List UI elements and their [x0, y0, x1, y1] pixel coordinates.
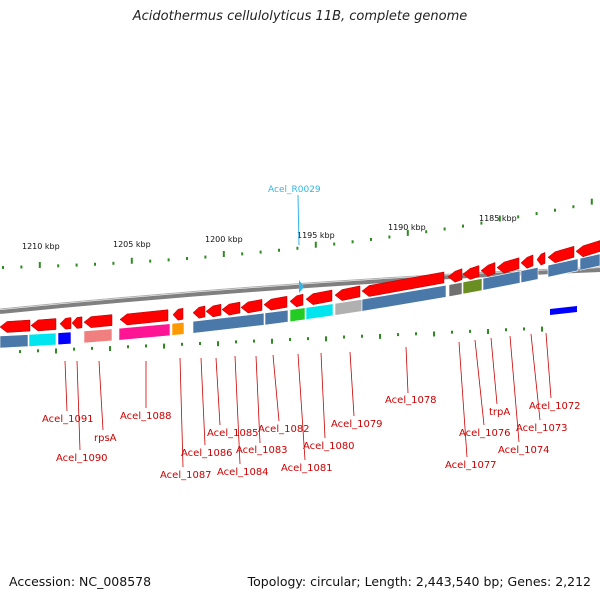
rna-label[interactable]: Acel_R0029 — [268, 185, 321, 195]
gene-label-leader — [458, 341, 468, 458]
gene-label[interactable]: Acel_1074 — [498, 445, 550, 456]
gene-label[interactable]: Acel_1081 — [281, 463, 333, 474]
cog-bar — [550, 306, 577, 315]
gene-label[interactable]: Acel_1076 — [459, 428, 511, 439]
cog-bar — [361, 284, 447, 312]
gene-arrow — [192, 305, 206, 319]
gene-arrow — [119, 309, 169, 326]
gene-label[interactable]: Acel_1086 — [181, 448, 233, 459]
gene-label[interactable]: Acel_1073 — [516, 423, 568, 434]
gene-label-leader — [405, 346, 409, 394]
cog-bar — [0, 334, 29, 349]
gene-label[interactable]: Acel_1082 — [258, 424, 310, 435]
gene-arrow — [30, 318, 57, 332]
topology-summary: Topology: circular; Length: 2,443,540 bp… — [247, 574, 591, 589]
gene-arrow — [83, 314, 113, 328]
gene-arrow — [71, 316, 83, 329]
gene-arrow — [536, 252, 546, 266]
gene-arrow — [361, 271, 445, 297]
cog-bar — [118, 323, 171, 341]
gene-track — [0, 240, 600, 333]
cog-bar — [462, 278, 483, 295]
gene-arrow — [263, 295, 288, 311]
gene-label-leader — [474, 339, 485, 426]
gene-label-leader — [297, 353, 306, 461]
gene-label[interactable]: Acel_1078 — [385, 395, 437, 406]
gene-arrow — [221, 301, 241, 316]
gene-label-leader — [98, 360, 104, 431]
gene-arrow — [575, 240, 600, 258]
gene-arrow — [59, 317, 72, 330]
gene-label-leader — [272, 354, 280, 422]
gene-arrow — [240, 299, 263, 314]
cog-bar — [520, 266, 539, 284]
gene-label-leader — [179, 357, 184, 468]
gene-label[interactable]: Acel_1084 — [217, 467, 269, 478]
gene-label-leader — [545, 332, 552, 399]
scale-label: 1205 kbp — [113, 240, 151, 249]
gene-arrow — [0, 319, 31, 333]
gene-label-leader — [234, 355, 241, 465]
gene-arrow — [205, 303, 222, 318]
cog-bar — [334, 298, 363, 316]
scale-label: 1185 kbp — [479, 214, 517, 223]
gene-label[interactable]: Acel_1088 — [120, 411, 172, 422]
gene-label-leader — [64, 360, 68, 412]
cog-bar — [547, 258, 579, 278]
gene-label[interactable]: Acel_1080 — [303, 441, 355, 452]
cog-bar — [305, 303, 334, 320]
cog-bar — [264, 309, 289, 326]
gene-label[interactable]: trpA — [489, 407, 510, 418]
gene-arrow — [305, 289, 333, 305]
gene-label[interactable]: Acel_1072 — [529, 401, 581, 412]
rna-marker-icon[interactable] — [299, 280, 304, 293]
gene-label-leader — [200, 357, 206, 446]
cog-bar — [83, 328, 113, 344]
scale-label: 1195 kbp — [297, 231, 335, 240]
cog-bar — [192, 312, 265, 334]
gene-arrow — [547, 245, 575, 264]
gene-arrow — [289, 293, 304, 308]
gene-arrow — [447, 268, 463, 283]
cog-bar — [171, 321, 185, 336]
gene-label[interactable]: Acel_1087 — [160, 470, 212, 481]
gene-label[interactable]: Acel_1077 — [445, 460, 497, 471]
gene-label[interactable]: Acel_1079 — [331, 419, 383, 430]
gene-label-leader — [215, 357, 221, 426]
gene-label-leader — [76, 360, 81, 451]
gene-arrow — [462, 265, 480, 280]
cog-bar — [289, 307, 306, 323]
cog-track — [0, 253, 600, 349]
gene-label-leader — [490, 337, 498, 405]
gene-label-leader — [509, 335, 520, 443]
gene-label[interactable]: Acel_1085 — [207, 428, 259, 439]
tick-layer — [2, 198, 593, 354]
gene-label-layer — [64, 332, 552, 468]
cog-bar — [482, 270, 521, 291]
accession-text: Accession: NC_008578 — [9, 574, 152, 589]
gene-arrow — [334, 285, 361, 301]
gene-arrow — [496, 257, 520, 274]
gene-label-leader — [255, 355, 261, 444]
cog-bar — [579, 253, 600, 271]
gene-arrow — [520, 254, 534, 269]
gene-label-leader — [349, 351, 355, 417]
map-title: Acidothermus cellulolyticus 11B, complet… — [132, 9, 468, 24]
gene-arrow — [172, 307, 184, 321]
scale-label: 1190 kbp — [388, 223, 426, 232]
gene-label[interactable]: Acel_1090 — [56, 453, 108, 464]
cog-bar — [448, 281, 463, 298]
scale-label: 1210 kbp — [22, 242, 60, 251]
rna-label-leader — [297, 194, 300, 246]
gene-label-leader — [530, 333, 541, 421]
cog-bar — [57, 331, 72, 346]
scale-label: 1200 kbp — [205, 235, 243, 244]
gene-label[interactable]: Acel_1091 — [42, 414, 94, 425]
gene-arrow — [480, 262, 496, 277]
cog-bar — [28, 332, 57, 347]
gene-label[interactable]: rpsA — [94, 433, 117, 444]
gene-label[interactable]: Acel_1083 — [236, 445, 288, 456]
gene-label-leader — [320, 352, 326, 439]
